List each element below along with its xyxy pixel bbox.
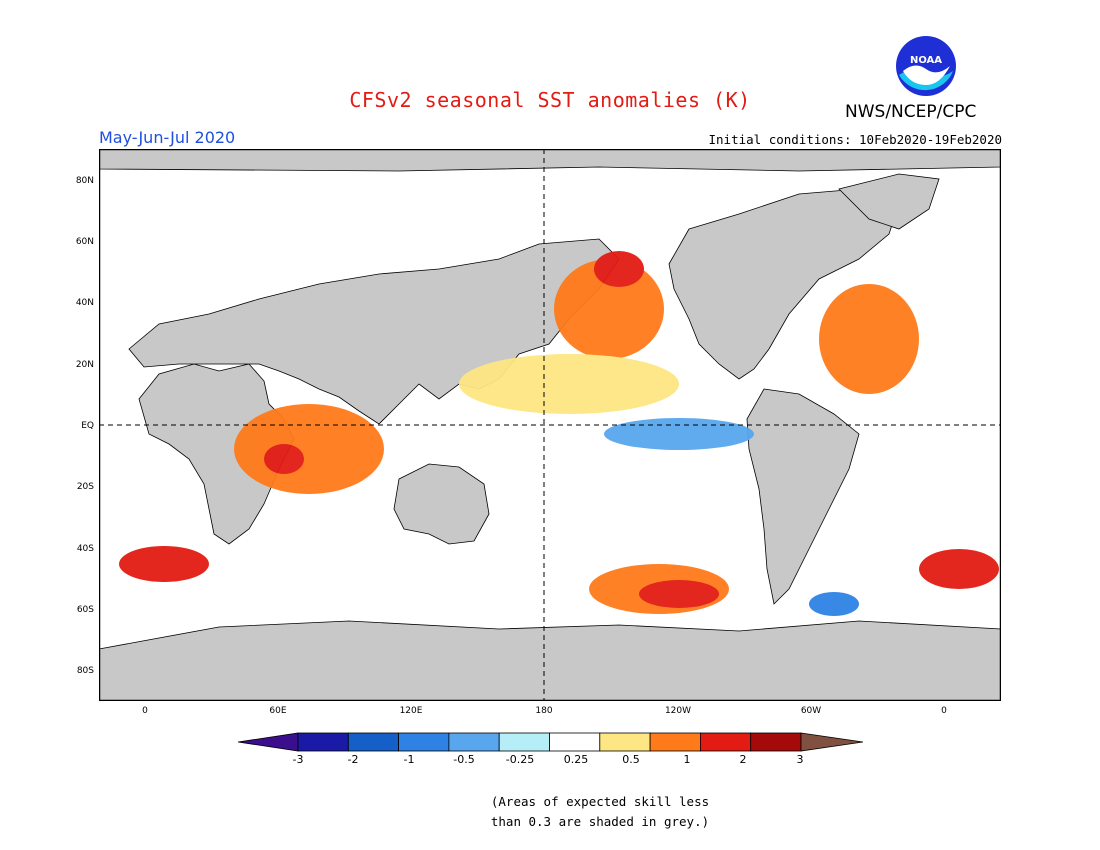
lat-tick-label: EQ	[81, 421, 94, 431]
anomaly-north-atlantic-warm	[819, 284, 919, 394]
lat-tick-label: 40S	[76, 544, 94, 554]
anomaly-equatorial-pacific-yellow	[459, 354, 679, 414]
chart-title: CFSv2 seasonal SST anomalies (K)	[349, 88, 751, 112]
colorbar-label: -0.25	[505, 753, 535, 766]
sst-anomaly-map	[99, 149, 1001, 701]
forecast-period-label: May-Jun-Jul 2020	[99, 128, 236, 147]
land-south-america	[746, 388, 860, 605]
land-arctic	[99, 149, 1001, 172]
anomaly-south-pacific-core	[639, 580, 719, 608]
colorbar-segment	[347, 732, 400, 752]
colorbar-label: -2	[347, 753, 359, 766]
colorbar-segment	[498, 732, 550, 752]
colorbar-segment	[649, 732, 701, 752]
noaa-logo: NOAA	[895, 35, 957, 97]
lat-tick-label: 40N	[75, 298, 94, 308]
map-frame	[99, 149, 1001, 701]
colorbar	[237, 732, 864, 752]
colorbar-segment	[599, 732, 651, 752]
skill-footnote: (Areas of expected skill less than 0.3 a…	[490, 794, 710, 829]
anomaly-north-pacific-warm	[554, 259, 664, 359]
colorbar-label: -3	[292, 753, 304, 766]
anomaly-equatorial-pacific-cool	[604, 418, 754, 450]
lon-tick-label: 180	[535, 706, 553, 716]
colorbar-low-arrow	[237, 732, 299, 752]
colorbar-label: 0.5	[622, 753, 640, 766]
colorbar-label: 2	[739, 753, 747, 766]
lon-tick-label: 0	[142, 706, 148, 716]
anomaly-south-atlantic-warm	[919, 549, 999, 589]
land-antarctica	[99, 620, 1001, 701]
anomaly-indian-ocean-warm	[234, 404, 384, 494]
colorbar-segment	[398, 732, 450, 752]
colorbar-segment	[699, 732, 752, 752]
colorbar-segment	[448, 732, 500, 752]
initial-conditions-label: Initial conditions: 10Feb2020-19Feb2020	[708, 132, 1003, 147]
colorbar-label: 0.25	[563, 753, 589, 766]
lat-tick-label: 80S	[76, 666, 94, 676]
lat-tick-label: 60N	[75, 237, 94, 247]
colorbar-segment	[750, 732, 802, 752]
anomaly-north-pacific-core	[594, 251, 644, 287]
colorbar-label: -1	[403, 753, 415, 766]
lon-tick-label: 120W	[664, 706, 692, 716]
lat-tick-label: 20N	[75, 360, 94, 370]
lat-tick-label: 60S	[76, 605, 94, 615]
land-layer	[99, 149, 1001, 701]
logo-text: NOAA	[910, 55, 942, 66]
anomaly-indian-ocean-core	[264, 444, 304, 474]
lon-tick-label: 60W	[800, 706, 822, 716]
lon-tick-label: 120E	[399, 706, 423, 716]
colorbar-high-arrow	[800, 732, 864, 752]
anomaly-layer	[119, 251, 999, 616]
agency-label: NWS/NCEP/CPC	[845, 102, 977, 122]
lon-tick-label: 0	[941, 706, 947, 716]
land-greenland	[838, 173, 940, 230]
colorbar-label: 1	[683, 753, 691, 766]
lat-tick-label: 20S	[76, 482, 94, 492]
lon-tick-label: 60E	[269, 706, 287, 716]
anomaly-sw-atlantic-cool	[809, 592, 859, 616]
anomaly-southern-indian-warm	[119, 546, 209, 582]
colorbar-label: 3	[796, 753, 804, 766]
colorbar-segment	[297, 732, 349, 752]
colorbar-label: -0.5	[453, 753, 475, 766]
colorbar-segment	[549, 732, 601, 752]
land-australia	[393, 463, 490, 545]
lat-tick-label: 80N	[75, 176, 94, 186]
